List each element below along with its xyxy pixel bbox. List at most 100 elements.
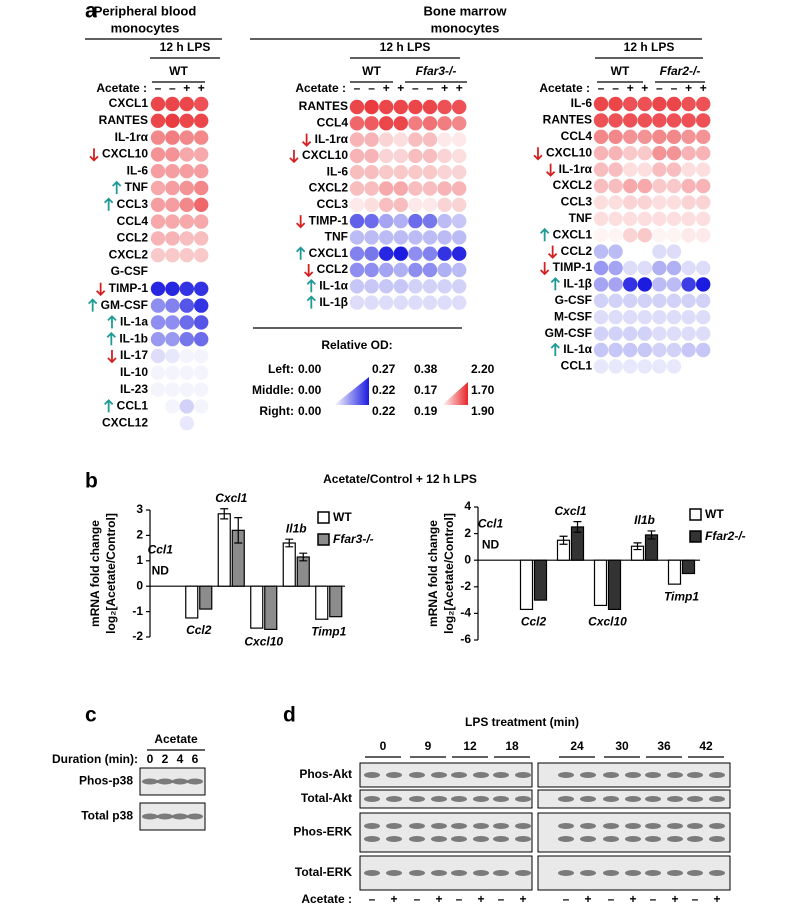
bar <box>315 585 329 620</box>
y-tick-label: 2 <box>136 528 143 542</box>
panel-title: Acetate/Control + 12 h LPS <box>323 472 477 486</box>
heat-cell <box>150 248 166 263</box>
time: 18 <box>505 739 519 753</box>
heat-cell <box>179 382 194 397</box>
cytokine-name: IL-1rα <box>315 132 349 146</box>
acetate-sign: – <box>598 81 605 95</box>
heat-cell <box>681 211 696 226</box>
arrow-down <box>289 149 299 164</box>
heat-cell <box>349 132 365 147</box>
legend-value: 1.90 <box>471 404 495 418</box>
heat-cell <box>408 279 423 294</box>
heat-cell <box>696 113 711 128</box>
heat-cell <box>666 146 682 161</box>
blot-band <box>473 823 489 829</box>
heat-cell <box>666 129 682 144</box>
arrow-down <box>89 148 99 162</box>
y-tick-label: 4 <box>464 499 471 513</box>
heat-cell <box>408 213 423 229</box>
heat-cell <box>696 342 711 358</box>
blot-band <box>667 870 683 876</box>
bar <box>667 559 682 585</box>
heat-cell <box>608 162 623 177</box>
legend-label: Right: <box>259 404 294 418</box>
blot-band <box>187 813 203 820</box>
heat-cell <box>608 96 623 112</box>
acetate-sign: + <box>198 81 205 95</box>
heat-cell <box>608 228 623 243</box>
arrow-up <box>88 298 98 312</box>
cytokine-name: IL-1rα <box>559 162 593 176</box>
heat-cell <box>623 211 638 226</box>
cytokine-name: IL-6 <box>571 96 593 110</box>
blot-band <box>709 772 725 778</box>
bar <box>217 513 231 587</box>
acetate-sign: + <box>627 81 634 95</box>
y-tick-label: -4 <box>460 606 471 620</box>
heat-cell <box>364 262 379 278</box>
bar <box>329 585 343 618</box>
heat-cell <box>652 178 667 194</box>
error-bar <box>220 508 229 520</box>
heat-cell <box>681 178 696 194</box>
scale-blue <box>334 377 369 405</box>
cytokine-name: CCL4 <box>117 214 149 228</box>
blot-band <box>142 813 158 820</box>
arrow-up <box>306 295 316 309</box>
blot-band <box>515 796 531 802</box>
cytokine-name: G-CSF <box>555 293 592 307</box>
heat-cell <box>364 116 379 131</box>
acetate-sign: + <box>629 892 636 906</box>
blot-band <box>687 823 703 829</box>
heat-cell <box>194 231 209 246</box>
blot-band <box>687 796 703 802</box>
heat-cell <box>593 359 609 374</box>
treatment-label: 12 h LPS <box>624 40 675 54</box>
heat-cell <box>393 295 408 310</box>
error-bar <box>647 530 656 540</box>
heat-cell <box>637 178 652 194</box>
blot-band <box>515 836 531 842</box>
heat-cell <box>179 147 194 162</box>
acetate-sign: – <box>656 81 663 95</box>
heat-cell <box>666 326 682 341</box>
cytokine-name: CCL3 <box>561 195 593 209</box>
heat-cell <box>150 130 166 145</box>
cytokine-name: IL-1β <box>319 295 348 309</box>
cytokine-name: RANTES <box>299 99 348 113</box>
heat-cell <box>452 279 467 294</box>
arrow-down <box>545 163 556 177</box>
heat-cell <box>179 130 194 145</box>
heat-cell <box>437 197 452 212</box>
blot-band <box>625 772 641 778</box>
duration: 2 <box>162 752 169 766</box>
heat-cell <box>666 277 682 292</box>
acetate-sign: + <box>435 892 442 906</box>
heat-cell <box>349 230 365 245</box>
category-label: Cxcl10 <box>588 615 627 629</box>
heat-cell <box>437 116 452 131</box>
blot-band <box>451 870 467 876</box>
legend-label: WT <box>333 510 352 524</box>
cytokine-name: IL-23 <box>120 382 148 396</box>
heat-cell <box>593 129 609 144</box>
heat-cell <box>179 281 194 296</box>
treatment-label: 12 h LPS <box>160 40 211 54</box>
legend-label: WT <box>705 507 724 521</box>
cytokine-name: CXCL2 <box>109 247 149 261</box>
y-tick-label: -2 <box>132 629 143 643</box>
heat-cell <box>652 162 667 177</box>
heat-cell <box>623 260 638 276</box>
blot-band <box>473 796 489 802</box>
blot-band <box>667 823 683 829</box>
blot-band <box>473 870 489 876</box>
acetate-sign: + <box>383 81 390 95</box>
heat-cell <box>681 162 696 177</box>
heat-cell <box>364 181 379 196</box>
heat-cell <box>349 279 365 294</box>
heat-cell <box>194 147 209 162</box>
heat-cell <box>179 399 194 414</box>
heat-cell <box>364 197 379 212</box>
arrow-up <box>112 180 122 194</box>
arrow-down <box>107 350 117 364</box>
